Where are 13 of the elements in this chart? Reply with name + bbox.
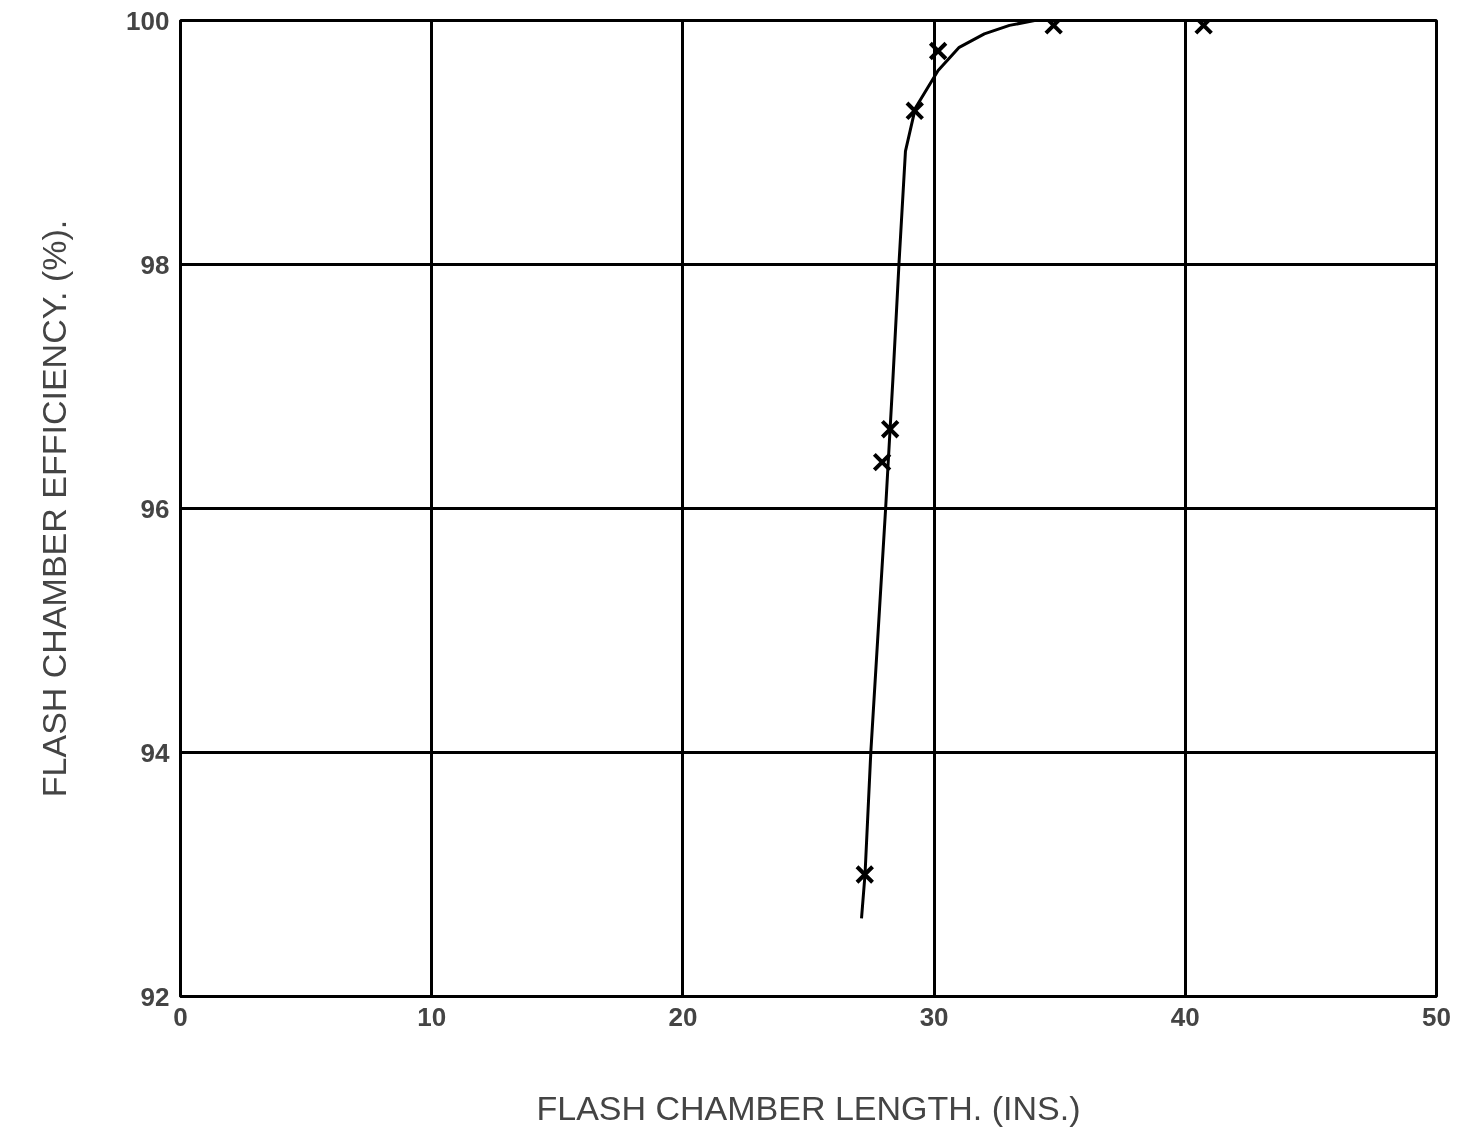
y-tick-label: 100 <box>126 5 170 36</box>
y-tick-label: 92 <box>140 981 170 1012</box>
x-tick-label: 0 <box>173 1001 188 1032</box>
x-tick-label: 50 <box>1422 1001 1451 1032</box>
x-tick-label: 40 <box>1170 1001 1200 1032</box>
x-tick-label: 10 <box>417 1001 447 1032</box>
y-axis-title: FLASH CHAMBER EFFICIENCY. (%). <box>35 219 74 798</box>
y-tick-label: 98 <box>140 249 170 280</box>
x-tick-label: 20 <box>668 1001 698 1032</box>
y-tick-label: 96 <box>140 493 170 524</box>
y-tick-label: 94 <box>140 737 171 768</box>
x-axis-title: FLASH CHAMBER LENGTH. (INS.) <box>536 1088 1081 1127</box>
x-tick-label: 30 <box>919 1001 949 1032</box>
